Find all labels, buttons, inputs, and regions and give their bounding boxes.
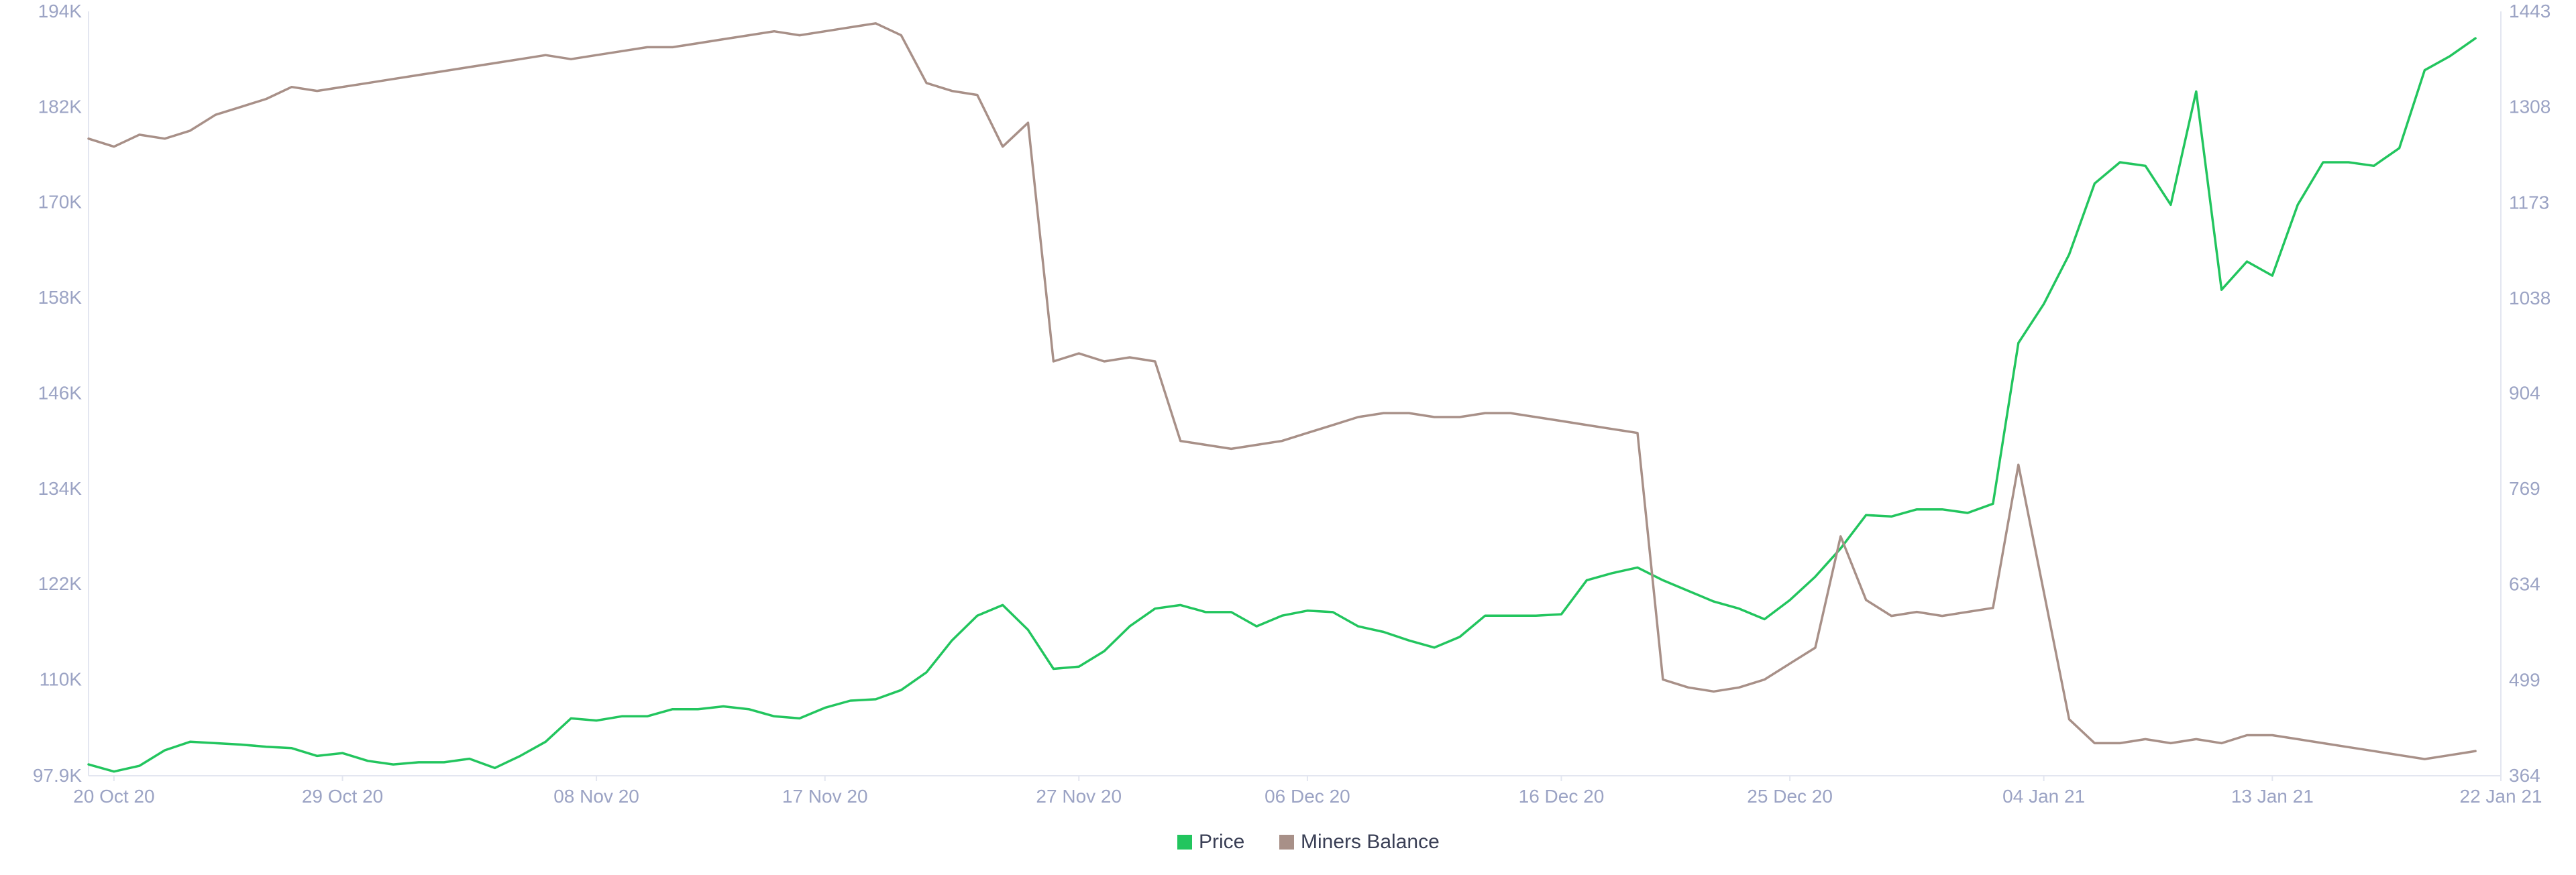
right-axis-ticks: 364 499 634 769 904 1038 1173 1308 1443 — [2509, 1, 2551, 786]
y-right-tick-label: 904 — [2509, 382, 2540, 403]
y-left-tick-label: 122K — [38, 573, 83, 594]
miners-balance-legend-swatch — [1279, 835, 1294, 850]
y-left-tick-label: 110K — [40, 668, 83, 689]
y-left-tick-label: 134K — [38, 478, 83, 499]
price-series-line — [87, 37, 2477, 773]
y-right-tick-label: 1443 — [2509, 1, 2551, 21]
legend: Price Miners Balance — [1177, 831, 1440, 853]
y-right-tick-label: 1173 — [2509, 192, 2549, 213]
y-right-tick-label: 769 — [2509, 478, 2540, 499]
x-axis-ticks: 20 Oct 20 29 Oct 20 08 Nov 20 17 Nov 20 27 N… — [73, 776, 2542, 807]
x-tick-label: 08 Nov 20 — [553, 786, 639, 807]
price-legend-swatch — [1177, 835, 1192, 850]
y-left-tick-label: 146K — [38, 382, 83, 403]
x-tick-label: 17 Nov 20 — [782, 786, 868, 807]
y-left-tick-label: 158K — [38, 287, 83, 308]
miners-balance-series-line — [87, 22, 2477, 760]
y-right-tick-label: 634 — [2509, 574, 2540, 595]
x-tick-label: 25 Dec 20 — [1747, 786, 1833, 807]
y-right-tick-label: 1038 — [2509, 288, 2551, 308]
y-left-tick-label: 170K — [38, 192, 83, 213]
x-tick-label: 13 Jan 21 — [2231, 786, 2314, 807]
y-right-tick-label: 499 — [2509, 669, 2540, 690]
y-left-tick-label: 194K — [38, 1, 83, 21]
y-right-tick-label: 364 — [2509, 765, 2540, 786]
miners-balance-legend-label[interactable]: Miners Balance — [1301, 831, 1440, 853]
price-legend-label[interactable]: Price — [1199, 831, 1244, 853]
x-tick-label: 20 Oct 20 — [73, 786, 154, 807]
y-left-tick-label: 97.9K — [33, 765, 82, 786]
axes — [88, 11, 2502, 776]
x-tick-label: 22 Jan 21 — [2460, 786, 2542, 807]
x-tick-label: 16 Dec 20 — [1519, 786, 1605, 807]
x-tick-label: 29 Oct 20 — [302, 786, 383, 807]
left-axis-ticks: 97.9K 110K 122K 134K 146K 158K 170K 182K 194K — [33, 1, 82, 786]
y-left-tick-label: 182K — [38, 96, 83, 117]
y-right-tick-label: 1308 — [2509, 97, 2551, 117]
x-tick-label: 04 Jan 21 — [2002, 786, 2085, 807]
series-lines — [87, 22, 2477, 773]
x-tick-label: 06 Dec 20 — [1265, 786, 1350, 807]
x-tick-label: 27 Nov 20 — [1036, 786, 1122, 807]
